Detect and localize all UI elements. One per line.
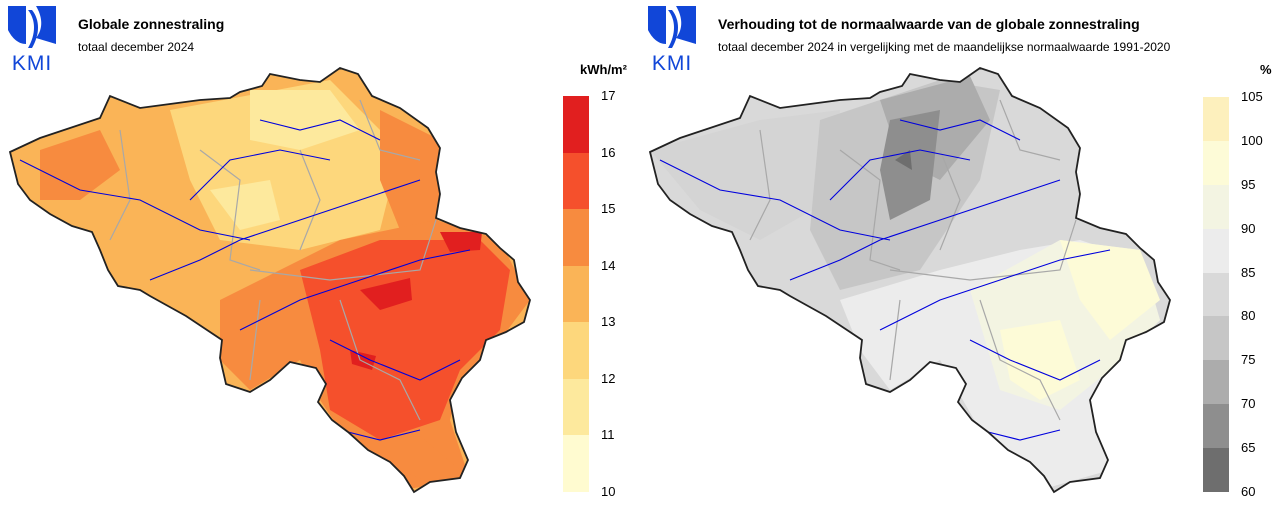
legend-unit: % [1260,62,1272,77]
rivers [19,119,471,441]
legend-tick-label: 14 [601,257,616,273]
legend-tick-label: 95 [1241,176,1256,192]
legend-color-step [563,378,589,436]
kmi-logo-text: KMI [651,52,693,75]
kmi-logo: KMI [6,4,58,75]
legend-color-step [563,435,589,492]
radiation-fill-zones [10,68,530,492]
legend-color-step [1203,448,1229,492]
legend-tick-label: 13 [601,314,616,330]
map-title: Globale zonnestraling [78,16,225,32]
legend-color-step [1203,404,1229,449]
legend-color-step [1203,97,1229,141]
legend-color-step [563,322,589,379]
rivers [659,119,1111,441]
province-borders [109,99,437,421]
legend-tick-label: 11 [601,427,615,443]
kmi-logo: KMI [646,4,698,75]
belgium-radiation-map [9,67,531,493]
radiation-ratio-panel: KMI Verhouding tot de normaalwaarde van … [640,0,1280,507]
legend-tick-label: 12 [601,370,616,386]
legend-color-step [1203,272,1229,317]
legend-tick-label: 85 [1241,264,1256,280]
legend-color-step [1203,316,1229,361]
legend-tick-label: 90 [1241,220,1256,236]
legend-color-step [1203,140,1229,185]
solar-radiation-panel: KMI Globale zonnestraling totaal decembe… [6,4,627,499]
legend-color-step [563,209,589,266]
legend-color-step [563,152,589,210]
legend-color-step [1203,184,1229,229]
legend-color-step [1203,228,1229,273]
legend-tick-label: 15 [601,201,616,217]
legend-tick-label: 17 [601,88,616,103]
kmi-logo-mark-icon [8,6,56,48]
ratio-fill-zones [650,68,1170,492]
legend-tick-label: 65 [1241,440,1256,456]
legend-tick-label: 105 [1241,89,1263,104]
kmi-logo-mark-icon [648,6,696,48]
legend-tick-label: 16 [601,144,616,160]
legend-tick-label: 60 [1241,484,1256,499]
legend-tick-label: 70 [1241,396,1256,412]
legend-tick-label: 100 [1241,132,1263,148]
province-borders [749,99,1077,421]
legend-unit: kWh/m² [580,62,627,77]
legend-tick-label: 75 [1241,352,1256,368]
belgium-ratio-map [649,67,1171,493]
map-title: Verhouding tot de normaalwaarde van de g… [718,16,1140,32]
map-subtitle: totaal december 2024 [78,40,195,54]
legend-tick-label: 10 [601,484,616,499]
kmi-logo-text: KMI [11,52,53,75]
legend-color-step [563,96,589,153]
legend-color-step [1203,360,1229,405]
map-subtitle: totaal december 2024 in vergelijking met… [718,40,1171,54]
legend-color-step [563,265,589,323]
legend-tick-label: 80 [1241,308,1256,324]
